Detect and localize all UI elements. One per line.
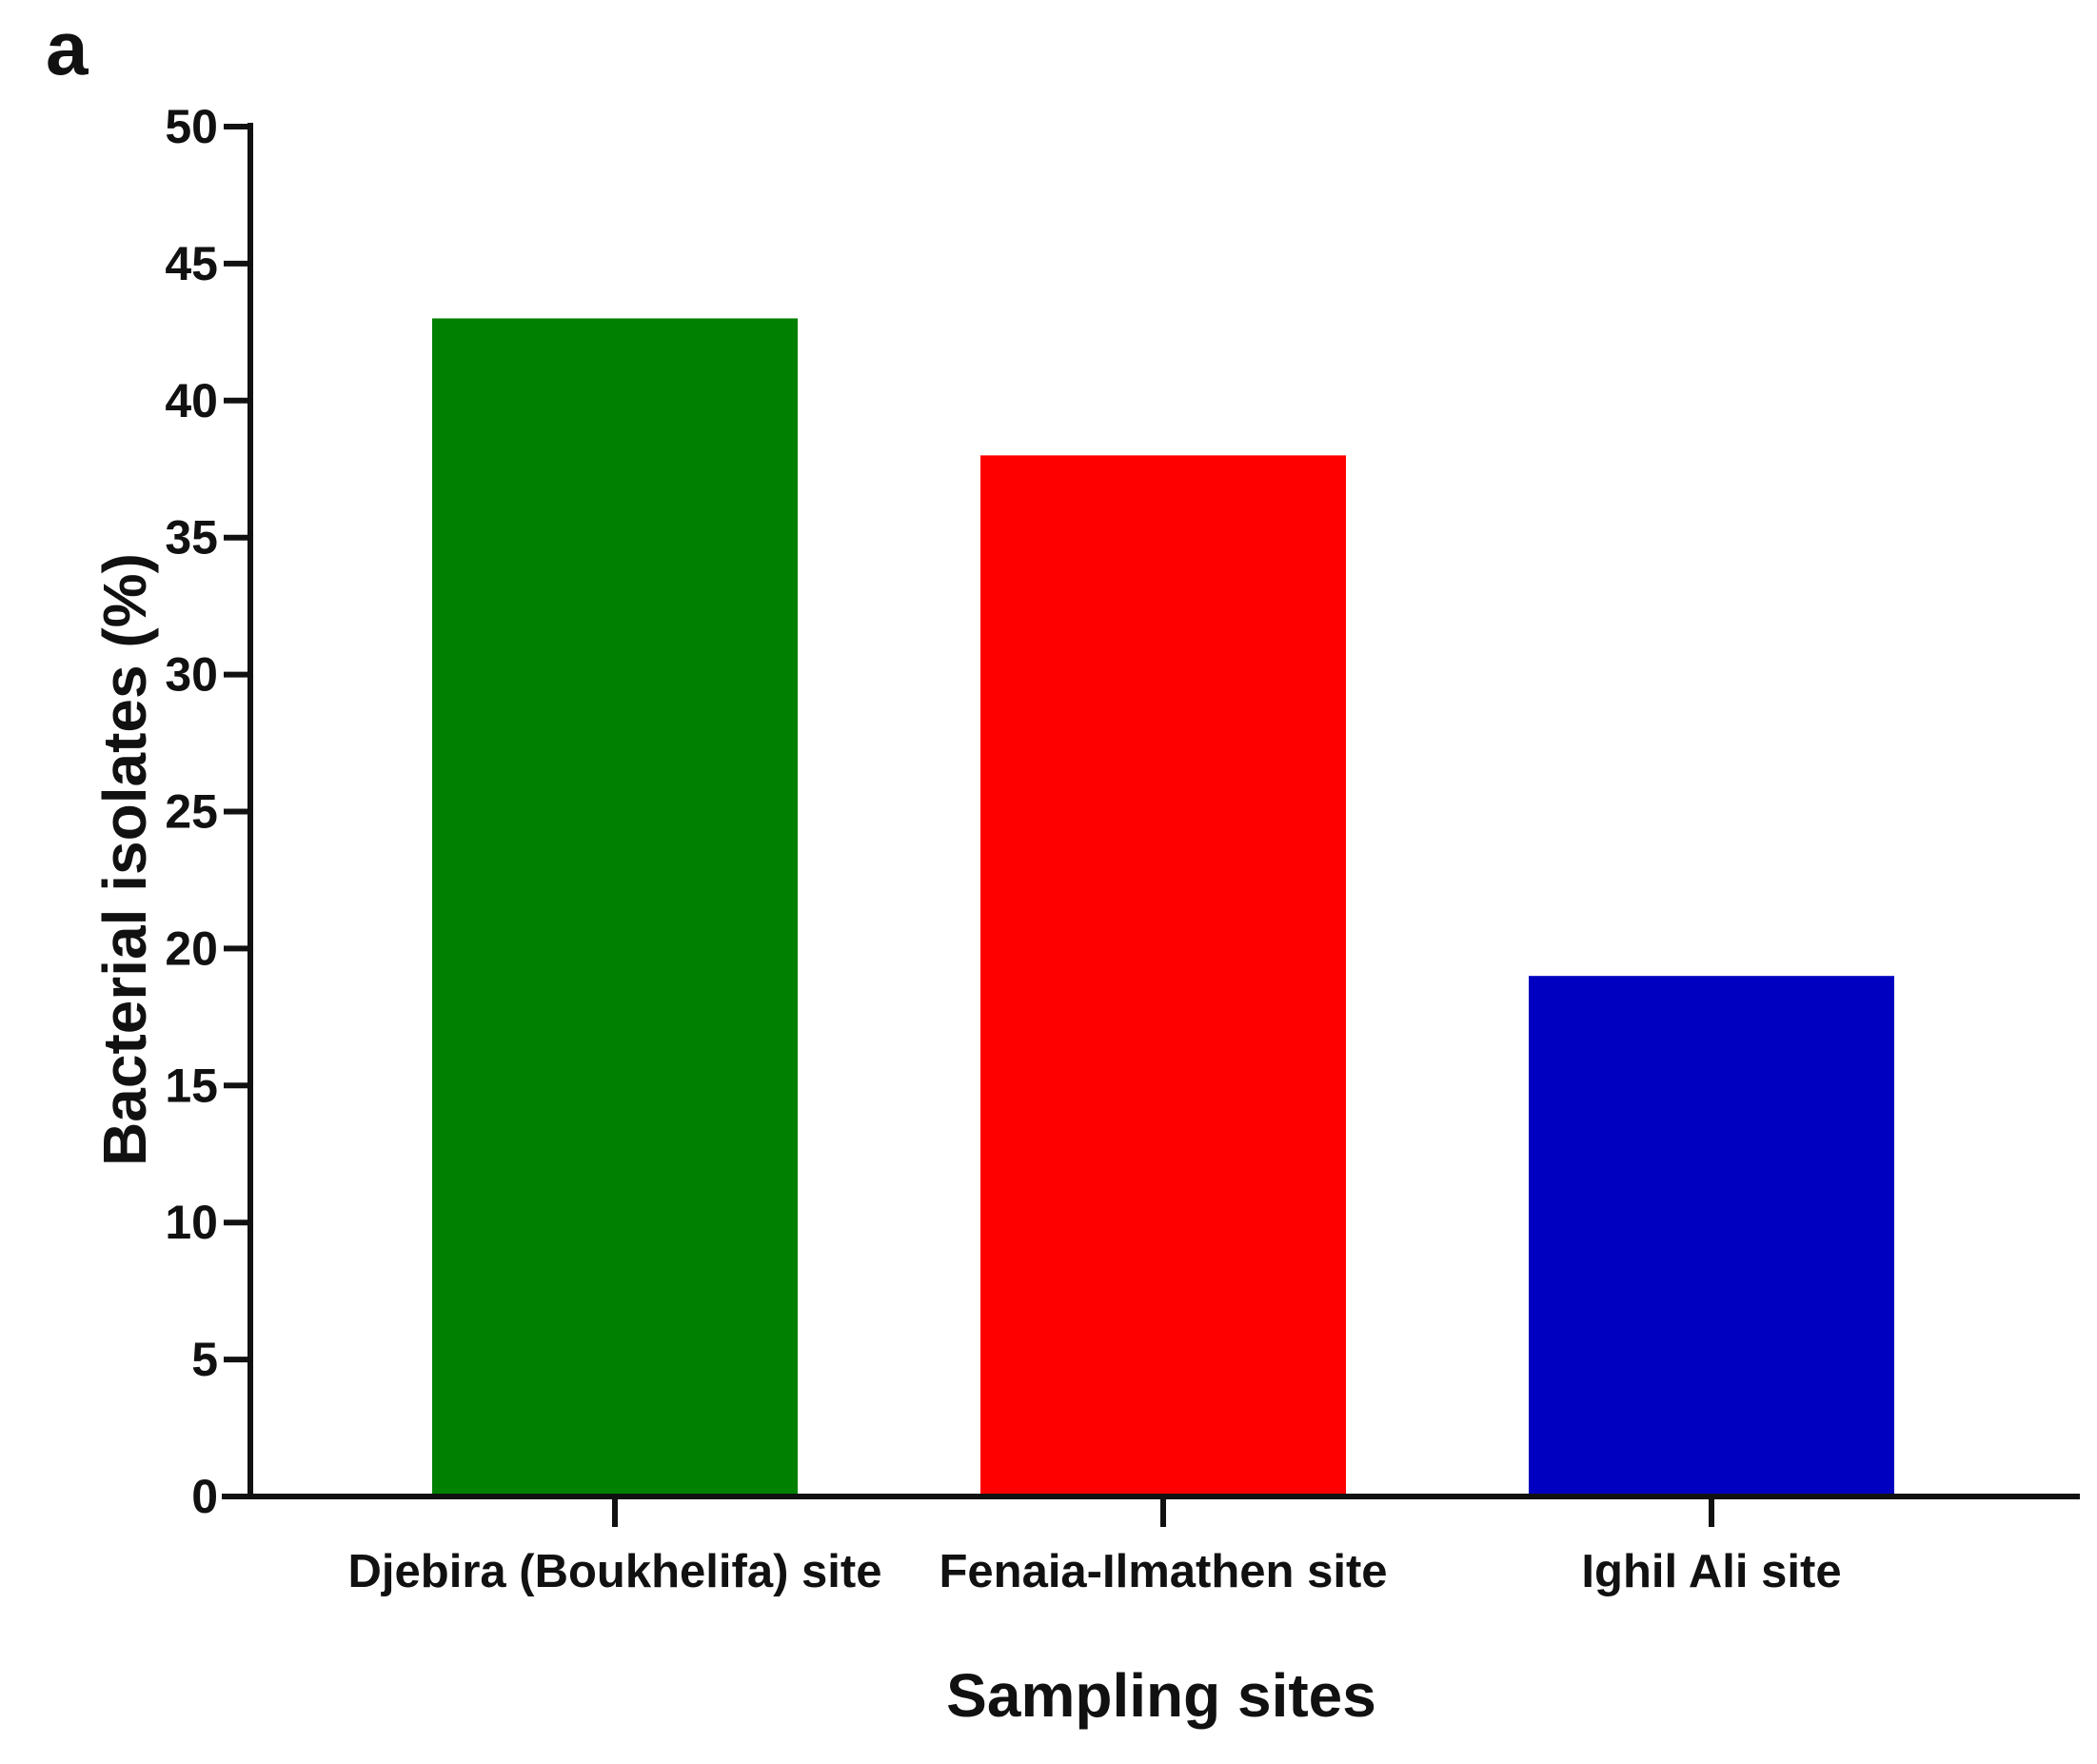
- y-tick-label: 15: [165, 1059, 218, 1112]
- bars-group: [432, 318, 1894, 1497]
- y-tick-label: 30: [165, 648, 218, 702]
- y-tick-label: 50: [165, 100, 218, 153]
- bar-2: [980, 455, 1346, 1496]
- y-tick-label: 5: [191, 1333, 218, 1386]
- y-tick-label: 45: [165, 237, 218, 290]
- y-tick-label: 25: [165, 785, 218, 839]
- x-axis: Djebira (Boukhelifa) site Fenaia-Ilmathen…: [222, 1494, 2080, 1597]
- x-tick-label: Ighil Ali site: [1581, 1546, 1841, 1597]
- y-tick-label: 35: [165, 511, 218, 565]
- y-tick-label: 0: [191, 1470, 218, 1523]
- panel-label: a: [46, 6, 89, 90]
- x-tick-label: Fenaia-Ilmathen site: [939, 1546, 1387, 1597]
- y-axis: 0 5 10 15 20 25 30 35 40 45 50: [165, 100, 253, 1523]
- y-tick-label: 20: [165, 922, 218, 975]
- bar-1: [432, 318, 798, 1497]
- y-tick-label: 40: [165, 374, 218, 427]
- y-axis-title: Bacterial isolates (%): [90, 553, 159, 1166]
- x-tick-label: Djebira (Boukhelifa) site: [348, 1546, 882, 1597]
- x-axis-title: Sampling sites: [946, 1661, 1376, 1730]
- y-tick-label: 10: [165, 1196, 218, 1249]
- bar-3: [1529, 976, 1894, 1496]
